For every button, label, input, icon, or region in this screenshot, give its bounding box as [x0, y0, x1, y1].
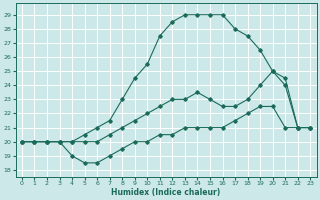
- X-axis label: Humidex (Indice chaleur): Humidex (Indice chaleur): [111, 188, 221, 197]
